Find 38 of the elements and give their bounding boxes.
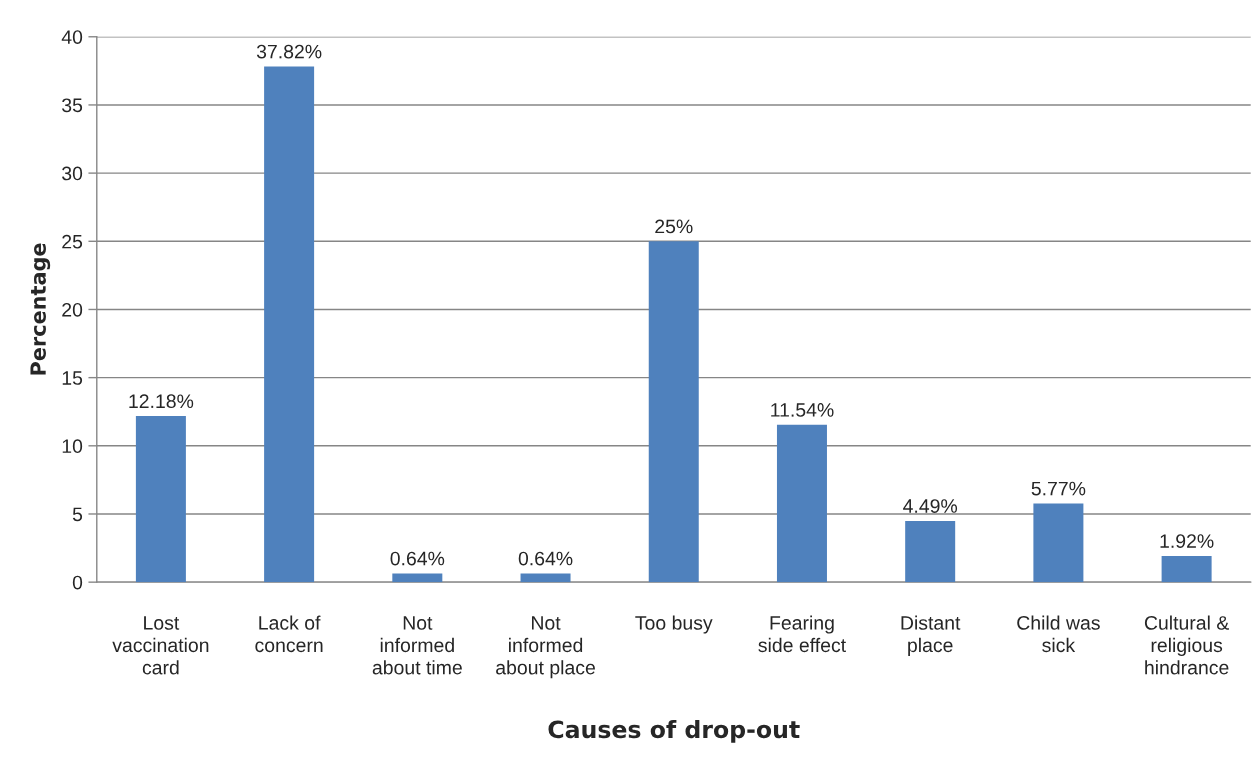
x-axis-title: Causes of drop-out bbox=[548, 719, 800, 743]
bar bbox=[264, 66, 315, 583]
x-tick-label: Cultural & religious hindrance bbox=[1144, 615, 1229, 675]
y-tick-label: 0 bbox=[72, 575, 83, 590]
x-tick-label: Lost vaccination card bbox=[112, 616, 209, 675]
x-tick-label: Not informed about place bbox=[496, 616, 595, 679]
bar bbox=[135, 416, 186, 583]
y-tick-label: 20 bbox=[62, 302, 83, 317]
y-tick-label: 10 bbox=[62, 439, 83, 454]
y-tick-label: 35 bbox=[62, 98, 83, 113]
x-tick-label: Not informed about time bbox=[372, 616, 462, 675]
bar bbox=[905, 520, 956, 583]
x-tick-label: Lack of concern bbox=[255, 615, 323, 653]
bar bbox=[520, 573, 571, 583]
x-tick-label: Fearing side effect bbox=[758, 615, 846, 653]
data-label: 12.18% bbox=[129, 394, 194, 409]
y-tick-label: 5 bbox=[72, 507, 83, 522]
y-tick-label: 15 bbox=[62, 371, 83, 385]
bar bbox=[1033, 503, 1084, 583]
x-tick-label: Distant place bbox=[901, 615, 961, 656]
data-label: 4.49% bbox=[903, 499, 958, 513]
data-label: 1.92% bbox=[1160, 534, 1214, 548]
data-label: 25% bbox=[655, 219, 693, 234]
bar bbox=[776, 424, 827, 583]
bar bbox=[648, 241, 699, 583]
data-label: 5.77% bbox=[1031, 481, 1086, 496]
data-label: 11.54% bbox=[771, 403, 834, 417]
y-axis-title: Percentage bbox=[30, 243, 51, 375]
bar bbox=[1161, 555, 1212, 583]
data-label: 37.82% bbox=[256, 44, 322, 59]
bar bbox=[392, 573, 443, 583]
data-label: 0.64% bbox=[518, 551, 573, 566]
data-label: 0.64% bbox=[390, 551, 445, 566]
x-tick-label: Too busy bbox=[635, 615, 713, 634]
y-tick-label: 25 bbox=[62, 234, 83, 249]
y-tick-label: 40 bbox=[61, 30, 83, 44]
x-tick-label: Child was sick bbox=[1017, 615, 1100, 653]
y-tick-label: 30 bbox=[62, 166, 83, 181]
